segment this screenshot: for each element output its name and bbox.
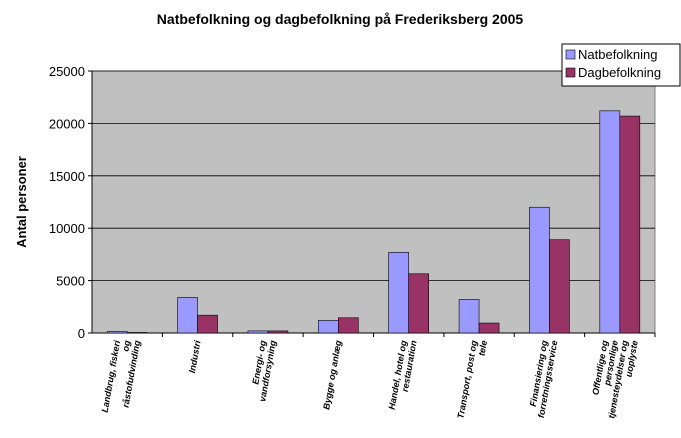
x-tick-label: Industri [187, 339, 203, 374]
bar [619, 115, 641, 334]
y-tick-label: 0 [78, 326, 85, 341]
legend-label: Dagbefolkning [578, 65, 661, 80]
bar [388, 252, 409, 334]
y-tick-label: 5000 [56, 274, 85, 289]
bar [529, 206, 550, 334]
bar [106, 331, 128, 334]
bar [478, 322, 500, 334]
bar [408, 273, 429, 334]
x-tick-label: Transport, post og [455, 339, 479, 419]
y-tick-label: 10000 [49, 221, 85, 236]
y-tick-label: 15000 [49, 169, 85, 184]
plot-area [91, 70, 656, 334]
bar [177, 297, 198, 334]
bar [247, 330, 269, 334]
bar [318, 320, 339, 334]
legend-swatch [565, 67, 576, 78]
x-tick-label: og [120, 339, 132, 352]
x-tick-label: Bygge og anlæg [321, 339, 343, 410]
chart-title: Natbefolkning og dagbefolkning på Freder… [157, 11, 524, 27]
y-axis-label: Antal personer [14, 156, 29, 248]
y-tick-label: 25000 [49, 64, 85, 79]
bar [549, 239, 570, 334]
x-tick-label: Landbrug, fiskeri [100, 339, 123, 413]
bar [126, 332, 148, 334]
y-tick-label: 20000 [49, 116, 85, 131]
bar [338, 317, 359, 334]
x-tick-label: tele [476, 340, 489, 357]
bar [458, 299, 480, 334]
legend-label: Natbefolkning [578, 47, 658, 62]
legend-swatch [565, 49, 576, 60]
bar [267, 330, 289, 334]
bar [197, 314, 218, 334]
legend-box [561, 43, 681, 87]
bar [599, 110, 621, 334]
